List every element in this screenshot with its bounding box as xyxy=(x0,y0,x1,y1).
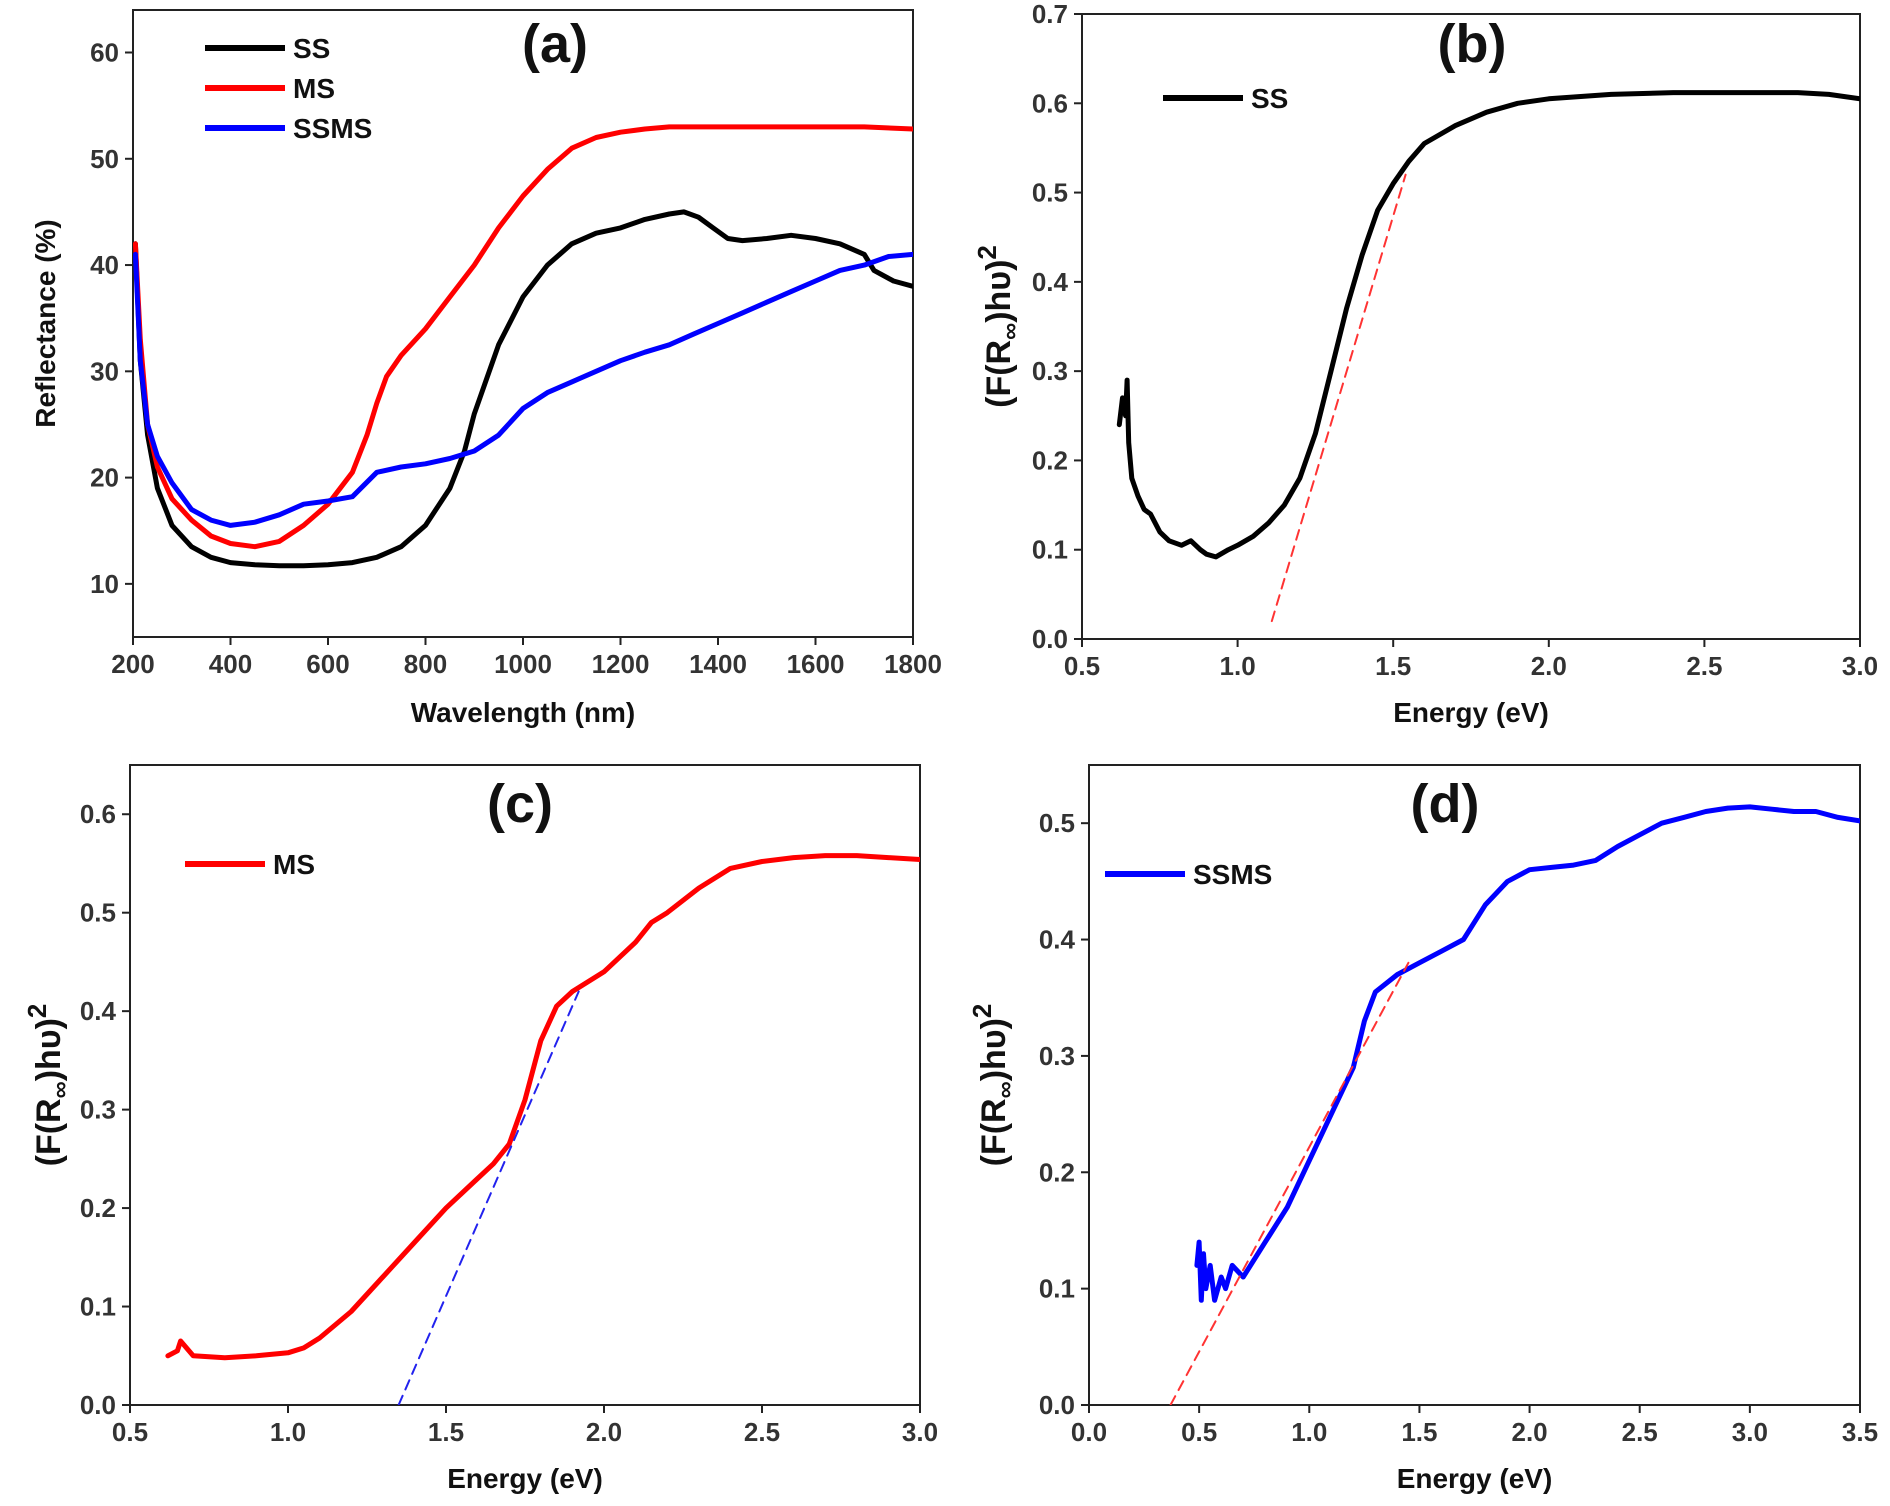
legend-label: SS xyxy=(1251,83,1288,114)
x-tick-label: 800 xyxy=(404,649,447,679)
y-tick-label: 0.4 xyxy=(1039,925,1076,955)
y-tick-label: 0.3 xyxy=(1039,1041,1075,1071)
x-tick-label: 3.0 xyxy=(1732,1417,1768,1447)
x-tick-label: 600 xyxy=(306,649,349,679)
y-tick-label: 0.2 xyxy=(1039,1157,1075,1187)
x-tick-label: 1.0 xyxy=(1291,1417,1327,1447)
panel-a-chart: 200 400 600 800 1000 1200 1400 1600 1800 10 20 30 40… xyxy=(30,9,942,728)
y-tick-label: 0.4 xyxy=(80,996,117,1026)
y-tick-label: 40 xyxy=(90,250,119,280)
panel-c-chart: 0.5 1.0 1.5 2.0 2.5 3.0 0.0 0.1 0.2 0.3 0.4 0.5 0.6 E… xyxy=(22,764,938,1494)
y-tick-label: 0.1 xyxy=(1032,535,1068,565)
x-tick-label: 1.0 xyxy=(1220,651,1256,681)
x-tick-label: 2.0 xyxy=(586,1417,622,1447)
legend-label: MS xyxy=(293,73,335,104)
x-tick-label: 1600 xyxy=(787,649,845,679)
x-axis-title: Wavelength (nm) xyxy=(411,697,636,728)
series-line-ms xyxy=(165,853,920,1361)
x-axis-title: Energy (eV) xyxy=(1393,697,1549,728)
y-tick-label: 0.0 xyxy=(80,1390,116,1420)
panel-b-chart: 0.5 1.0 1.5 2.0 2.5 3.0 0.0 0.1 0.2 0.3 0.4 0.5 0.6 0… xyxy=(972,0,1878,728)
x-tick-label: 3.0 xyxy=(902,1417,938,1447)
x-tick-label: 200 xyxy=(111,649,154,679)
y-tick-label: 60 xyxy=(90,38,119,68)
x-tick-label: 2.5 xyxy=(1622,1417,1658,1447)
series-line-ms xyxy=(133,124,913,550)
legend-label: MS xyxy=(273,849,315,880)
x-tick-label: 0.5 xyxy=(1064,651,1100,681)
y-tick-label: 10 xyxy=(90,569,119,599)
y-tick-label: 0.5 xyxy=(1032,178,1068,208)
x-tick-label: 2.5 xyxy=(1686,651,1722,681)
y-tick-label: 0.6 xyxy=(1032,88,1068,118)
x-tick-label: 1.5 xyxy=(1375,651,1411,681)
x-tick-label: 400 xyxy=(209,649,252,679)
x-tick-label: 1.5 xyxy=(1401,1417,1437,1447)
series-line-ss xyxy=(133,209,913,569)
x-tick-label: 2.0 xyxy=(1511,1417,1547,1447)
y-tick-label: 0.2 xyxy=(80,1193,116,1223)
y-tick-label: 0.6 xyxy=(80,799,116,829)
x-tick-label: 1200 xyxy=(592,649,650,679)
x-tick-label: 1.0 xyxy=(270,1417,306,1447)
x-tick-label: 1800 xyxy=(884,649,942,679)
y-tick-label: 0.4 xyxy=(1032,267,1069,297)
x-tick-label: 1000 xyxy=(494,649,552,679)
legend-label: SS xyxy=(293,33,330,64)
x-tick-label: 3.0 xyxy=(1842,651,1878,681)
y-tick-label: 0.2 xyxy=(1032,445,1068,475)
panel-label: (a) xyxy=(522,14,588,74)
panel-d-chart: 0.0 0.5 1.0 1.5 2.0 2.5 3.0 3.5 0.0 0.1 0.2 0.3 0.4 0… xyxy=(967,764,1878,1494)
y-axis-title: Reflectance (%) xyxy=(30,219,61,428)
y-tick-label: 50 xyxy=(90,144,119,174)
y-tick-label: 0.1 xyxy=(1039,1274,1075,1304)
y-tick-label: 0.5 xyxy=(80,898,116,928)
x-tick-label: 1400 xyxy=(689,649,747,679)
legend-label: SSMS xyxy=(293,113,372,144)
plot-frame xyxy=(129,764,921,1406)
x-axis-title: Energy (eV) xyxy=(1397,1463,1553,1494)
panel-label: (c) xyxy=(487,774,553,834)
x-axis-title: Energy (eV) xyxy=(447,1463,603,1494)
linear-fit-line xyxy=(1270,173,1407,623)
plot-frame xyxy=(1088,764,1861,1406)
y-tick-label: 0.0 xyxy=(1039,1390,1075,1420)
x-tick-label: 0.0 xyxy=(1071,1417,1107,1447)
y-axis-title: (F(R∞)hυ)2 xyxy=(22,1004,74,1167)
y-tick-label: 0.3 xyxy=(1032,356,1068,386)
y-tick-label: 30 xyxy=(90,356,119,386)
x-tick-label: 2.5 xyxy=(744,1417,780,1447)
y-tick-label: 0.1 xyxy=(80,1292,116,1322)
legend-label: SSMS xyxy=(1193,859,1272,890)
y-tick-label: 20 xyxy=(90,463,119,493)
plot-frame xyxy=(132,9,914,638)
x-tick-label: 0.5 xyxy=(112,1417,148,1447)
y-axis-title: (F(R∞)hυ)2 xyxy=(972,245,1024,408)
panel-label: (d) xyxy=(1411,774,1480,834)
y-tick-label: 0.0 xyxy=(1032,624,1068,654)
panel-label: (b) xyxy=(1438,14,1507,74)
series-line-ss xyxy=(1116,90,1860,560)
plot-frame xyxy=(1081,13,1861,640)
x-tick-label: 0.5 xyxy=(1181,1417,1217,1447)
y-axis-title: (F(R∞)hυ)2 xyxy=(967,1004,1019,1167)
x-tick-label: 1.5 xyxy=(428,1417,464,1447)
linear-fit-line xyxy=(1169,961,1410,1405)
y-tick-label: 0.7 xyxy=(1032,0,1068,29)
series-line-ssms xyxy=(1194,804,1860,1303)
linear-fit-line xyxy=(397,990,580,1405)
y-tick-label: 0.3 xyxy=(80,1095,116,1125)
x-tick-label: 2.0 xyxy=(1531,651,1567,681)
series-line-ssms xyxy=(133,251,913,528)
y-tick-label: 0.5 xyxy=(1039,808,1075,838)
x-tick-label: 3.5 xyxy=(1842,1417,1878,1447)
